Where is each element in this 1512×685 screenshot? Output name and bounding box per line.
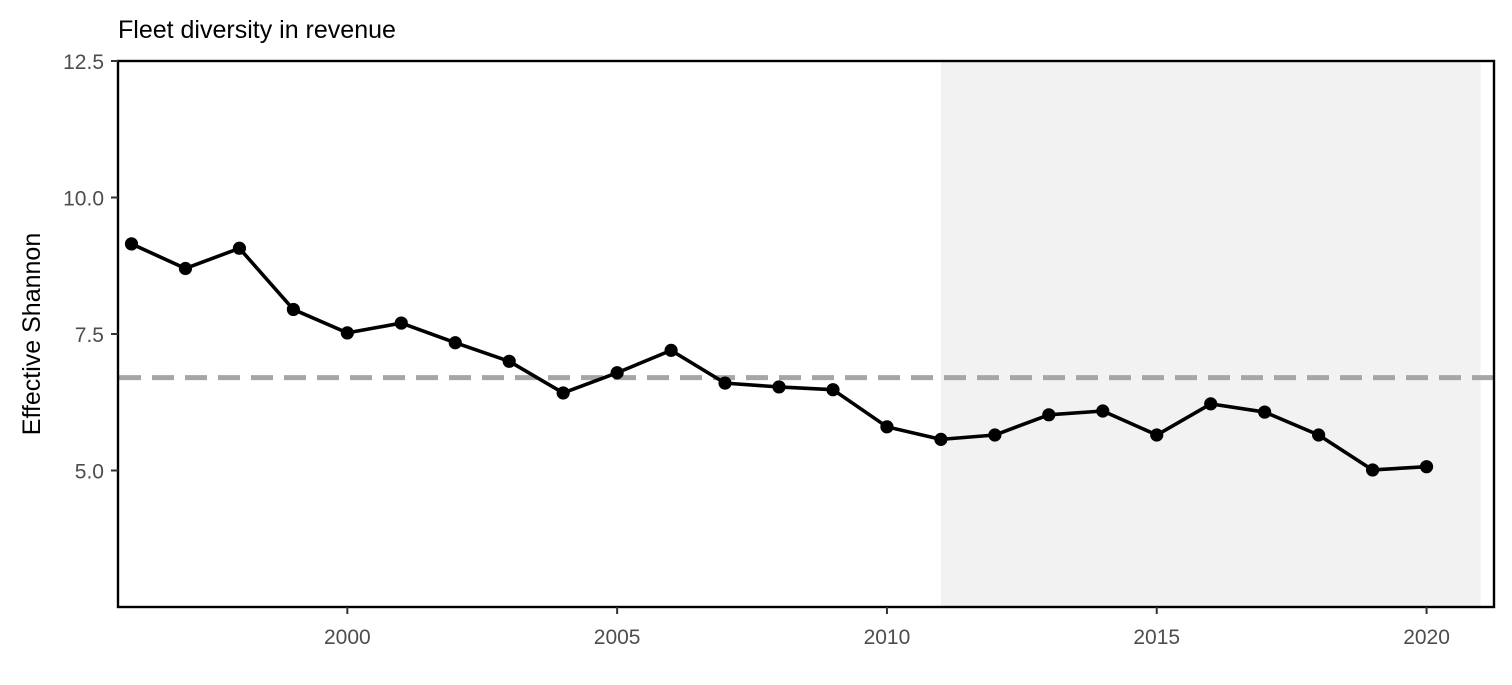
data-point	[1204, 397, 1218, 411]
data-point	[1258, 405, 1272, 419]
data-point	[394, 316, 408, 330]
data-point	[934, 432, 948, 446]
x-tick-label: 2020	[1403, 626, 1450, 649]
data-point	[1419, 460, 1434, 474]
x-tick-label: 2000	[324, 626, 371, 649]
data-point	[502, 354, 516, 368]
y-tick-label: 12.5	[63, 51, 104, 74]
data-point	[826, 383, 840, 397]
data-point	[718, 376, 732, 390]
data-point	[340, 326, 354, 340]
y-axis-label: Effective Shannon	[18, 233, 46, 435]
y-tick-label: 7.5	[75, 324, 104, 347]
x-tick-label: 2005	[594, 626, 641, 649]
shaded-region	[940, 62, 1481, 606]
x-tick-label: 2010	[864, 626, 911, 649]
data-point	[448, 336, 462, 350]
y-tick-label: 5.0	[75, 461, 104, 484]
data-point	[1042, 408, 1056, 422]
data-point	[232, 241, 247, 255]
plot-area: 5.0 7.5 10.0 12.5 2000 2005 2010 2015 2020	[63, 51, 1496, 649]
data-point	[124, 237, 139, 251]
data-point	[610, 366, 624, 380]
x-tick-label: 2015	[1133, 626, 1180, 649]
data-point	[286, 302, 300, 317]
data-point	[1365, 463, 1380, 477]
y-tick-label: 10.0	[63, 188, 104, 211]
data-point	[1312, 428, 1326, 442]
data-point	[556, 386, 570, 400]
data-point	[880, 420, 894, 434]
data-point	[664, 343, 678, 357]
data-point	[988, 428, 1002, 442]
data-point	[1150, 428, 1164, 442]
chart-title: Fleet diversity in revenue	[118, 16, 396, 44]
data-point	[772, 380, 786, 394]
data-point	[1096, 404, 1110, 418]
data-point	[178, 261, 193, 276]
